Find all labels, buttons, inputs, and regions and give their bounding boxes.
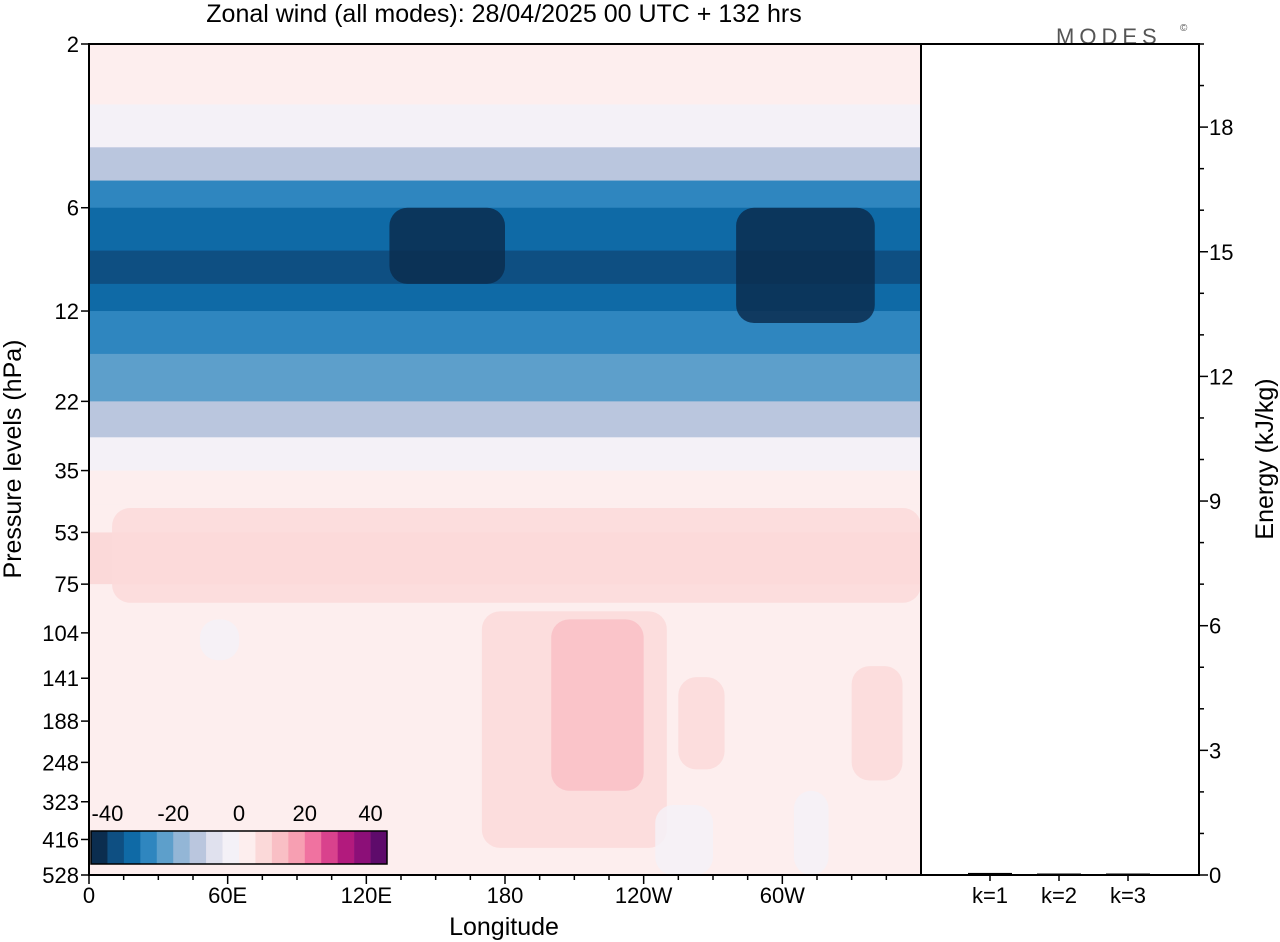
y-axis-label: Pressure levels (hPa) (0, 340, 27, 579)
colorbar-tick-label: -20 (157, 801, 189, 826)
energy-tick-label: 0 (1209, 863, 1221, 888)
longitude-tick-label: 60E (208, 883, 247, 908)
pressure-tick-label: 141 (42, 666, 79, 691)
energy-axis: 0 3 6 9 12 15 18 (1199, 43, 1233, 888)
wind-feature (851, 666, 903, 781)
colorbar-swatch (206, 831, 223, 864)
wind-feature (793, 790, 829, 875)
colorbar-swatch (123, 831, 141, 864)
colorbar-tick-label: 20 (293, 801, 317, 826)
wind-band (89, 470, 921, 506)
pressure-tick-label: 12 (55, 299, 79, 324)
colorbar-swatch (239, 831, 256, 864)
colorbar-swatch (271, 831, 289, 864)
energy-tick-label: 9 (1209, 489, 1221, 514)
energy-tick-label: 6 (1209, 614, 1221, 639)
chart-title: Zonal wind (all modes): 28/04/2025 00 UT… (206, 0, 801, 28)
pressure-tick-label: 248 (42, 750, 79, 775)
wind-band (89, 437, 921, 472)
energy-axis-label: Energy (kJ/kg) (1251, 378, 1279, 539)
wind-band (89, 180, 921, 209)
energy-bars: k=1 k=2 k=3 (968, 872, 1150, 908)
colorbar-swatch (107, 831, 125, 864)
energy-bar (968, 872, 1012, 875)
energy-category-label: k=2 (1041, 883, 1077, 908)
pressure-tick-label: 6 (67, 196, 79, 221)
energy-tick-label: 12 (1209, 364, 1233, 389)
colorbar-swatch (91, 831, 108, 864)
logo-copyright-mark: © (1180, 23, 1188, 34)
wind-feature (199, 619, 240, 661)
colorbar-swatch (189, 831, 207, 864)
colorbar-swatch (321, 831, 338, 864)
energy-tick-label: 3 (1209, 738, 1221, 763)
wind-feature (389, 207, 505, 284)
colorbar-swatch (288, 831, 306, 864)
longitude-tick-label: 0 (83, 883, 95, 908)
colorbar-tick-label: 0 (233, 801, 245, 826)
energy-tick-label: 15 (1209, 240, 1233, 265)
pressure-tick-label: 35 (55, 459, 79, 484)
pressure-tick-label: 22 (55, 389, 79, 414)
wind-band (89, 401, 921, 438)
wind-band (89, 44, 921, 105)
energy-category-label: k=3 (1110, 883, 1146, 908)
wind-feature (655, 804, 713, 875)
colorbar-swatch (222, 831, 240, 864)
colorbar-swatch (140, 831, 158, 864)
wind-band (89, 104, 921, 148)
colorbar-tick-label: 40 (358, 801, 382, 826)
pressure-tick-label: 104 (42, 621, 79, 646)
colorbar-swatch (370, 831, 388, 864)
energy-panel-frame (920, 43, 1200, 876)
pressure-tick-label: 53 (55, 520, 79, 545)
wind-band (89, 353, 921, 402)
energy-bar (1037, 873, 1081, 875)
energy-bar (1106, 873, 1150, 875)
colorbar-swatch (337, 831, 355, 864)
pressure-tick-label: 416 (42, 827, 79, 852)
colorbar: -40 -20 0 20 40 (90, 801, 388, 865)
longitude-tick-label: 120E (341, 883, 392, 908)
longitude-tick-label: 180 (487, 883, 524, 908)
pressure-tick-label: 528 (42, 863, 79, 888)
pressure-tick-label: 188 (42, 709, 79, 734)
wind-feature (678, 677, 725, 770)
colorbar-frame (90, 830, 388, 865)
colorbar-tick-label: -40 (92, 801, 124, 826)
wind-feature (736, 207, 875, 323)
pressure-tick-label: 2 (67, 32, 79, 57)
colorbar-swatch (255, 831, 273, 864)
wind-feature (551, 619, 644, 791)
colorbar-swatch (304, 831, 322, 864)
pressure-tick-label: 323 (42, 790, 79, 815)
x-axis-label: Longitude (449, 913, 559, 941)
longitude-tick-label: 60W (760, 883, 805, 908)
longitude-axis: 0 60E 120E 180 120W 60W (83, 875, 888, 908)
wind-feature (112, 508, 922, 603)
colorbar-swatch (354, 831, 371, 864)
pressure-axis: 2 6 12 22 35 53 75 104 141 188 248 323 416 528 (42, 32, 89, 888)
colorbar-swatch (173, 831, 190, 864)
wind-band (89, 147, 921, 182)
energy-category-label: k=1 (972, 883, 1008, 908)
longitude-tick-label: 120W (615, 883, 673, 908)
energy-tick-label: 18 (1209, 115, 1233, 140)
pressure-tick-label: 75 (55, 572, 79, 597)
heatmap (89, 44, 922, 876)
colorbar-swatch (156, 831, 174, 864)
